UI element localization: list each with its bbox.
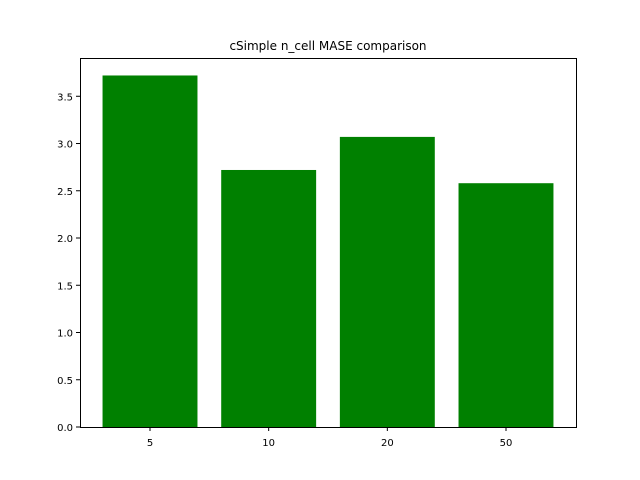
y-tick-label-0.5: 0.5 xyxy=(57,376,73,387)
x-tick-label-10: 10 xyxy=(262,438,275,449)
y-tick-label-0.0: 0.0 xyxy=(57,423,73,434)
y-tick-label-3.5: 3.5 xyxy=(57,92,73,103)
y-axis: 0.0 0.5 1.0 1.5 2.0 2.5 3.0 3.5 xyxy=(57,92,80,434)
plot-frame xyxy=(80,58,577,428)
chart-title: cSimple n_cell MASE comparison xyxy=(229,39,426,53)
bar-10 xyxy=(221,169,317,427)
x-tick-label-20: 20 xyxy=(381,438,394,449)
y-tick-label-1.0: 1.0 xyxy=(57,329,73,340)
x-tick-label-50: 50 xyxy=(500,438,513,449)
bar-5 xyxy=(102,75,198,427)
bar-50 xyxy=(458,183,554,427)
y-tick-label-2.0: 2.0 xyxy=(57,234,73,245)
bars-group xyxy=(102,75,554,427)
y-tick-label-2.5: 2.5 xyxy=(57,187,73,198)
bar-20 xyxy=(339,136,435,427)
x-tick-label-5: 5 xyxy=(147,438,153,449)
x-axis: 5 10 20 50 xyxy=(147,427,513,449)
y-tick-label-3.0: 3.0 xyxy=(57,140,73,151)
y-tick-label-1.5: 1.5 xyxy=(57,281,73,292)
